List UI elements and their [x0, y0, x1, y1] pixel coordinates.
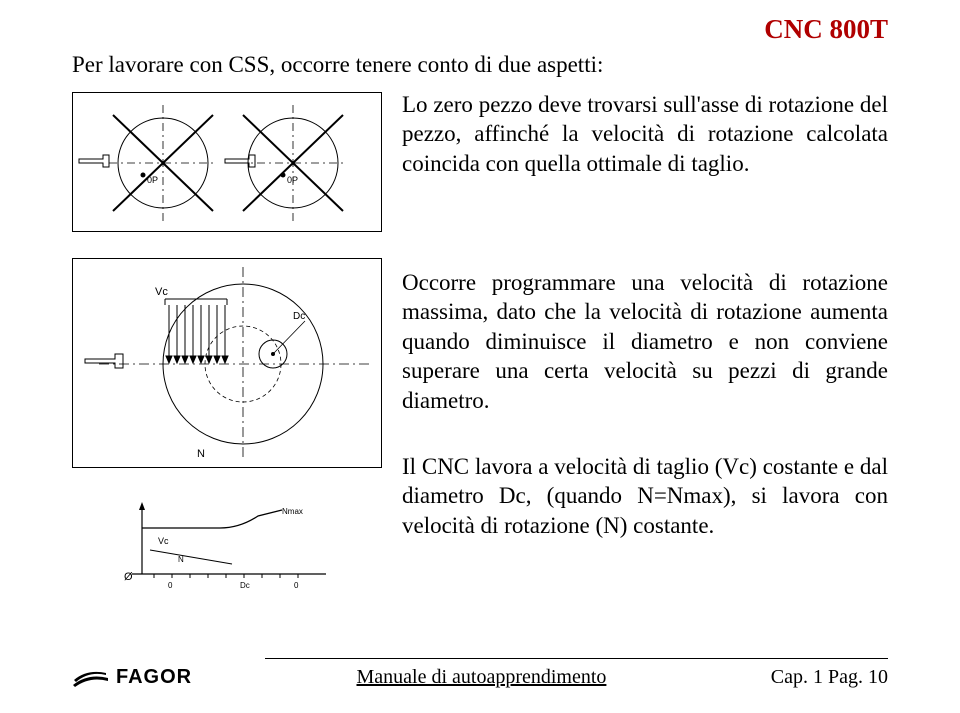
tick-zero-2: 0 [294, 581, 299, 590]
graph-vc-label: Vc [158, 536, 169, 546]
dc-label: Dc [293, 311, 305, 322]
tick-zero: 0 [168, 581, 173, 590]
brand-header: CNC 800T [764, 14, 888, 45]
op-label-right: 0P [287, 175, 298, 185]
graph-n-label: N [178, 555, 184, 564]
paragraph-1: Lo zero pezzo deve trovarsi sull'asse di… [402, 90, 888, 178]
diagram-zero-pezzo: 0P 0P [72, 92, 382, 232]
fagor-logo: FAGOR [72, 666, 192, 689]
paragraph-3: Il CNC lavora a velocità di taglio (Vc) … [402, 452, 888, 540]
diagram-graph: 0 Dc 0 Ø Vc N Nmax [72, 496, 382, 591]
fagor-logo-text: FAGOR [116, 666, 192, 689]
footer-page: Cap. 1 Pag. 10 [771, 666, 888, 689]
footer-rule [265, 658, 888, 659]
fagor-logo-icon [72, 667, 110, 689]
op-label-left: 0P [147, 175, 158, 185]
vc-label: Vc [155, 286, 168, 298]
page-footer: FAGOR Manuale di autoapprendimento Cap. … [72, 666, 888, 689]
diameter-symbol: Ø [124, 571, 133, 583]
graph-nmax-label: Nmax [282, 507, 303, 516]
paragraph-2: Occorre programmare una velocità di rota… [402, 268, 888, 415]
tick-dc: Dc [240, 581, 250, 590]
footer-title: Manuale di autoapprendimento [356, 666, 606, 689]
intro-text: Per lavorare con CSS, occorre tenere con… [72, 52, 603, 78]
n-label: N [197, 448, 205, 460]
diagram-vc-dc: Dc Vc N [72, 258, 382, 468]
